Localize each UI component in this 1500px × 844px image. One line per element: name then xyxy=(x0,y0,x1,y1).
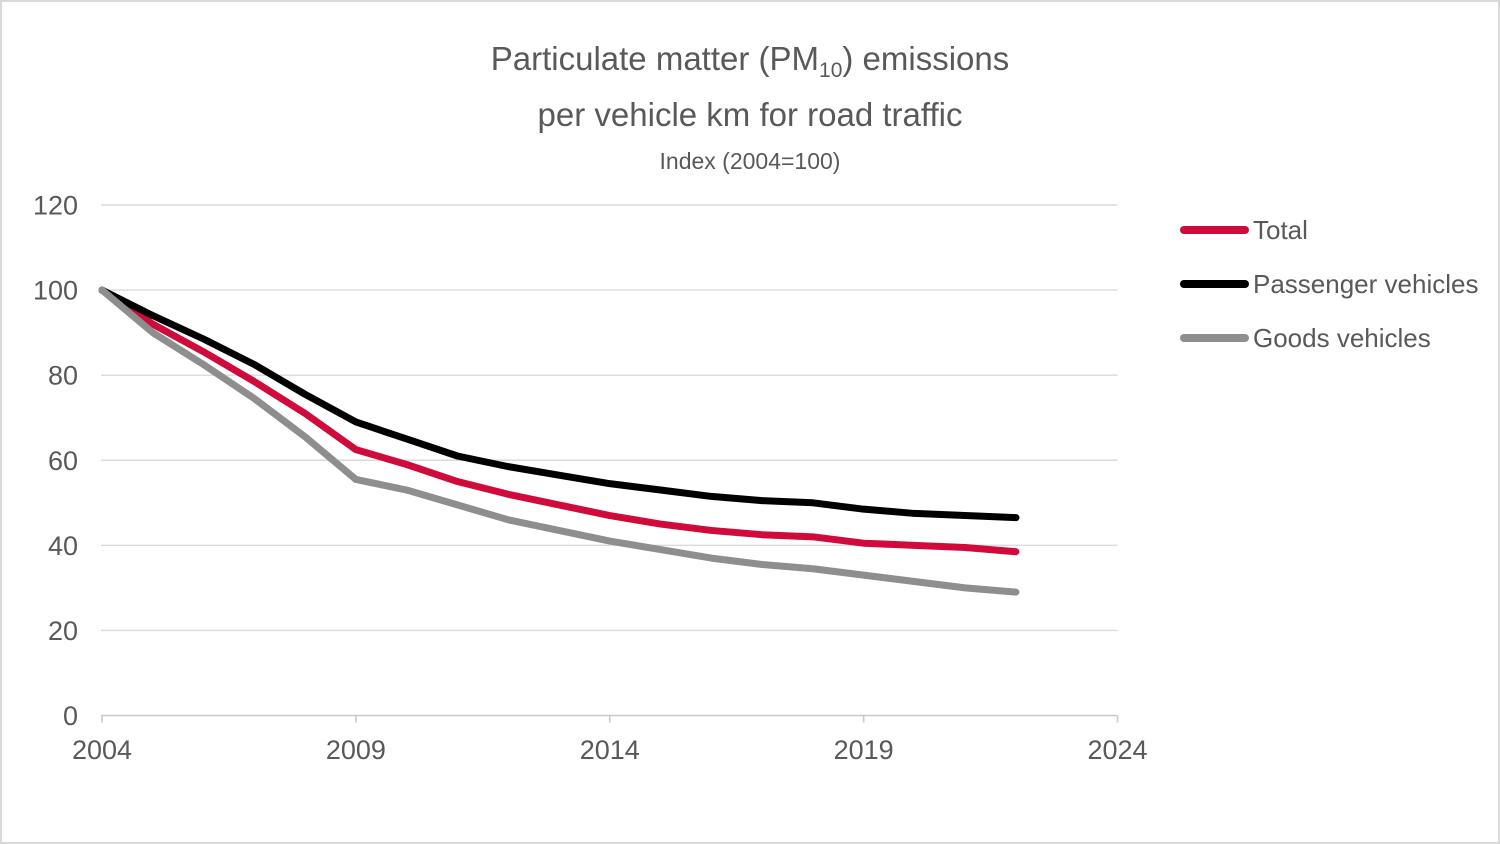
svg-text:2014: 2014 xyxy=(580,735,640,765)
legend-line-swatch-passenger-vehicles xyxy=(1180,280,1249,288)
svg-text:80: 80 xyxy=(48,361,78,391)
svg-text:60: 60 xyxy=(48,446,78,476)
legend-line-swatch-total xyxy=(1180,226,1249,234)
legend-item-goods-vehicles: Goods vehicles xyxy=(1180,323,1478,353)
legend-label-total: Total xyxy=(1253,214,1308,245)
svg-text:100: 100 xyxy=(33,276,78,306)
svg-text:2024: 2024 xyxy=(1087,735,1147,765)
chart-subtitle: Index (2004=100) xyxy=(659,147,841,174)
svg-text:20: 20 xyxy=(48,616,78,646)
svg-text:120: 120 xyxy=(33,191,78,221)
chart-title-line1-prefix: Particulate matter (PM xyxy=(490,40,820,77)
svg-text:2009: 2009 xyxy=(326,735,386,765)
chart-title-subscript: 10 xyxy=(819,59,843,82)
svg-text:0: 0 xyxy=(63,701,78,731)
legend-line-swatch-goods-vehicles xyxy=(1180,334,1249,342)
chart-title-line2: per vehicle km for road traffic xyxy=(537,96,963,134)
legend-label-goods-vehicles: Goods vehicles xyxy=(1253,322,1431,353)
legend-label-passenger-vehicles: Passenger vehicles xyxy=(1253,268,1479,299)
chart-title-line1-suffix: ) emissions xyxy=(842,40,1010,77)
svg-text:2019: 2019 xyxy=(834,735,894,765)
chart-legend: Total Passenger vehicles Goods vehicles xyxy=(1180,215,1478,377)
title-block: Particulate matter (PM10) emissions per … xyxy=(2,32,1498,175)
legend-item-total: Total xyxy=(1180,215,1478,245)
svg-text:40: 40 xyxy=(48,531,78,561)
chart-title: Particulate matter (PM10) emissions per … xyxy=(2,32,1498,143)
legend-item-passenger-vehicles: Passenger vehicles xyxy=(1180,269,1478,299)
svg-text:2004: 2004 xyxy=(72,735,132,765)
